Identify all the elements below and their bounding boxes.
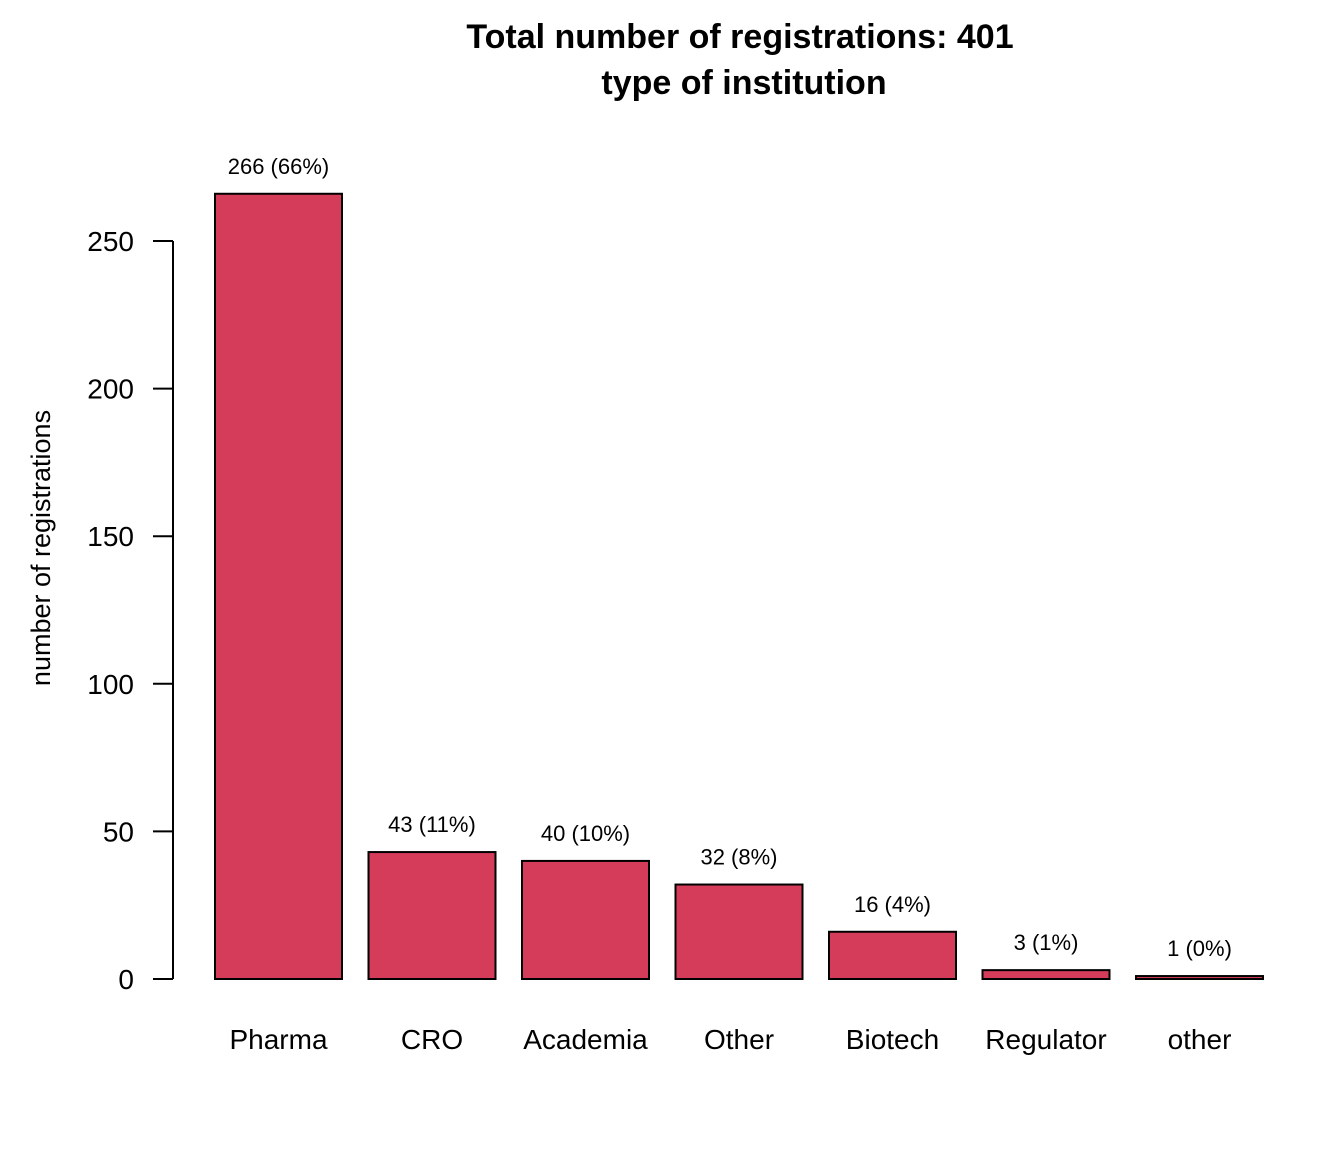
y-tick-label: 50 [103,816,134,847]
data-label: 40 (10%) [541,821,630,846]
category-label: Biotech [846,1024,939,1055]
bar [981,969,1111,980]
bar [1135,975,1264,980]
y-tick-label: 150 [87,521,134,552]
category-label: Pharma [229,1024,327,1055]
category-labels: Pharma CRO Academia Other Biotech Regulator ot… [229,1024,1231,1055]
chart-subtitle: type of institution [601,64,886,102]
y-axis-label: number of registrations [26,410,56,686]
category-label: Academia [523,1024,648,1055]
category-label: Regulator [985,1024,1106,1055]
y-tick-label: 0 [118,964,134,995]
category-label: other [1168,1024,1232,1055]
bars [214,192,1264,981]
y-tick-label: 100 [87,669,134,700]
data-label: 3 (1%) [1014,930,1079,955]
bar [828,930,957,981]
category-label: CRO [401,1024,463,1055]
category-label: Other [704,1024,774,1055]
data-labels: 266 (66%) 43 (11%) 40 (10%) 32 (8%) 16 (4%) 3… [228,154,1232,961]
bar [367,851,497,981]
y-tick-label: 250 [87,226,134,257]
bar [674,883,804,981]
y-axis: 0 50 100 150 200 250 [87,226,174,995]
data-label: 32 (8%) [700,845,777,870]
bar [521,859,650,980]
data-label: 43 (11%) [388,812,476,837]
bar [214,192,343,980]
data-label: 1 (0%) [1167,936,1232,961]
data-label: 16 (4%) [854,892,931,917]
chart-title: Total number of registrations: 401 [466,18,1013,56]
data-label: 266 (66%) [228,154,330,179]
y-tick-label: 200 [87,374,134,405]
